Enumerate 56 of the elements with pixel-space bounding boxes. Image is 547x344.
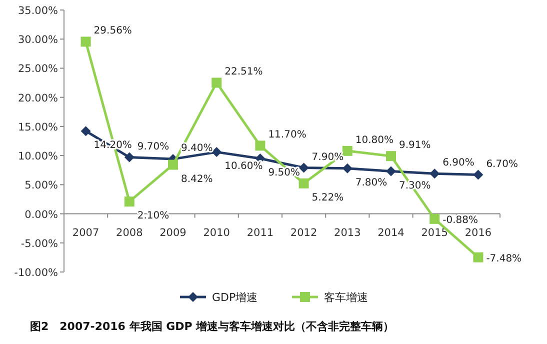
data-label: 9.70%	[137, 141, 170, 152]
point	[255, 140, 266, 151]
y-tick-label: -5.00%	[20, 238, 58, 250]
legend-label: GDP增速	[212, 291, 258, 304]
point	[342, 163, 352, 174]
point	[298, 178, 309, 188]
x-tick-label: 2009	[160, 226, 186, 239]
x-tick-label: 2010	[203, 226, 230, 239]
point	[430, 168, 440, 179]
x-tick-label: 2016	[464, 226, 492, 239]
x-tick-label: 2014	[378, 226, 405, 239]
point	[386, 166, 396, 176]
point	[430, 214, 440, 224]
y-tick-label: 5.00%	[24, 180, 58, 192]
data-label: -7.48%	[486, 253, 522, 264]
data-label: 2.10%	[137, 210, 170, 222]
x-tick-label: 2012	[290, 226, 318, 239]
x-tick-label: 2013	[334, 226, 361, 239]
y-tick-label: 10.00%	[18, 150, 58, 163]
y-tick-label: 25.00%	[18, 63, 58, 76]
data-label: 22.51%	[224, 66, 263, 78]
x-tick-label: 2015	[421, 226, 448, 239]
point	[80, 36, 91, 47]
data-label: 6.90%	[442, 158, 474, 169]
caption: 图2 2007-2016 年我国 GDP 增速与客车增速对比（不含非完整车辆）	[30, 320, 394, 333]
y-tick-label: 30.00%	[18, 34, 58, 46]
y-tick-label: 15.00%	[18, 121, 58, 134]
x-tick-label: 2007	[72, 226, 100, 239]
point	[386, 151, 396, 162]
data-label: 11.70%	[268, 130, 306, 141]
x-tick-label: 2008	[116, 226, 143, 239]
y-tick-label: -10.00%	[14, 267, 58, 279]
data-label: 5.22%	[312, 192, 344, 204]
data-label: 10.60%	[224, 161, 263, 172]
point	[124, 196, 134, 207]
data-label: 6.70%	[486, 158, 518, 170]
data-label: -0.88%	[442, 214, 478, 226]
point	[298, 162, 309, 173]
x-tick-label: 2011	[246, 226, 274, 239]
y-tick-label: 35.00%	[18, 5, 58, 17]
data-label: 7.80%	[355, 177, 388, 188]
data-label: 10.80%	[355, 134, 394, 146]
point	[80, 126, 91, 136]
point	[168, 160, 178, 170]
point	[212, 78, 222, 88]
y-tick-label: 20.00%	[18, 92, 58, 104]
point	[473, 252, 484, 262]
legend-label: 客车增速	[324, 291, 368, 304]
point	[473, 170, 484, 180]
y-tick-label: 0.00%	[24, 208, 58, 221]
point	[212, 147, 222, 158]
point	[124, 152, 134, 162]
data-label: 8.42%	[181, 174, 213, 185]
data-label: 29.56%	[94, 26, 132, 37]
point	[342, 146, 352, 156]
data-label: 9.91%	[399, 140, 431, 152]
